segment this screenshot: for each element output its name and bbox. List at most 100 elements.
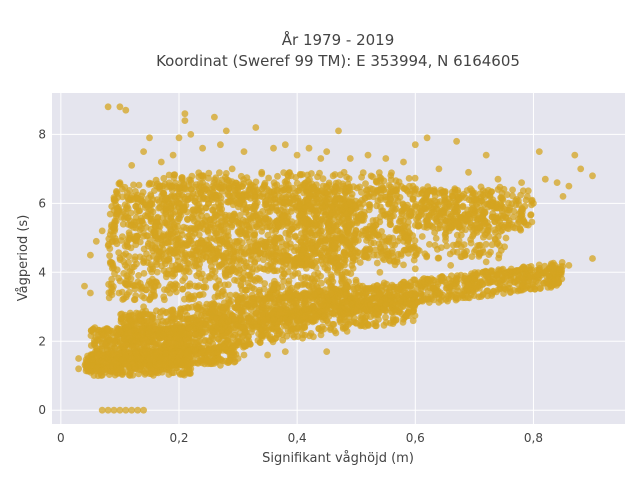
data-point [149, 242, 156, 249]
data-point [407, 191, 414, 198]
data-point [223, 233, 230, 240]
data-point [159, 318, 166, 325]
data-point [347, 245, 354, 252]
data-point [325, 297, 332, 304]
data-point [339, 229, 346, 236]
data-point [116, 290, 123, 297]
data-point [114, 266, 121, 273]
data-point [352, 237, 359, 244]
data-point [290, 196, 297, 203]
data-point [557, 263, 564, 270]
data-point [330, 255, 337, 262]
data-point [215, 249, 222, 256]
data-point [242, 287, 249, 294]
data-point [329, 230, 336, 237]
data-point [302, 219, 309, 226]
data-point [282, 252, 289, 259]
data-point [251, 259, 258, 266]
data-point [184, 266, 191, 273]
data-point [167, 314, 174, 321]
data-point [474, 203, 481, 210]
data-point [159, 201, 166, 208]
data-point [537, 285, 544, 292]
data-point [254, 243, 261, 250]
data-point [132, 282, 139, 289]
data-point [275, 223, 282, 230]
data-point [234, 298, 241, 305]
data-point [178, 309, 185, 316]
data-point [169, 307, 176, 314]
data-point [196, 265, 203, 272]
data-point [361, 195, 368, 202]
data-point [509, 187, 516, 194]
data-point [461, 241, 468, 248]
data-point [527, 286, 534, 293]
data-point [297, 198, 304, 205]
data-point [246, 238, 253, 245]
data-point [392, 195, 399, 202]
data-point [336, 218, 343, 225]
data-point [135, 204, 142, 211]
data-point [304, 291, 311, 298]
data-point [286, 278, 293, 285]
data-point [466, 295, 473, 302]
data-point [374, 260, 381, 267]
data-point [237, 226, 244, 233]
data-point [400, 200, 407, 207]
data-point [387, 258, 394, 265]
data-point [223, 250, 230, 257]
data-point [269, 244, 276, 251]
data-point [240, 217, 247, 224]
data-point [404, 240, 411, 247]
data-point [133, 214, 140, 221]
data-point [265, 219, 272, 226]
data-point [216, 237, 223, 244]
data-point [550, 269, 557, 276]
data-point [278, 238, 285, 245]
data-point [363, 253, 370, 260]
data-point [419, 233, 426, 240]
data-point [558, 276, 565, 283]
data-point [503, 235, 510, 242]
data-point [130, 224, 137, 231]
data-point [224, 243, 231, 250]
data-point [485, 251, 492, 258]
data-point [395, 288, 402, 295]
data-point [426, 241, 433, 248]
data-point [458, 253, 465, 260]
data-point [167, 203, 174, 210]
data-point [388, 169, 395, 176]
data-point [442, 237, 449, 244]
data-point [366, 201, 373, 208]
data-point [138, 286, 145, 293]
data-point [432, 193, 439, 200]
data-point [330, 310, 337, 317]
data-point [199, 179, 206, 186]
data-point [246, 226, 253, 233]
data-point [126, 289, 133, 296]
data-point [185, 316, 192, 323]
data-point [238, 281, 245, 288]
data-point [186, 176, 193, 183]
data-point [147, 266, 154, 273]
data-point [325, 222, 332, 229]
data-point [242, 250, 249, 257]
data-point [393, 188, 400, 195]
data-point [106, 245, 113, 252]
data-point [449, 189, 456, 196]
data-point [464, 286, 471, 293]
data-point [99, 340, 106, 347]
data-point [309, 262, 316, 269]
data-point [139, 293, 146, 300]
data-point [238, 307, 245, 314]
data-point [254, 224, 261, 231]
data-point [216, 224, 223, 231]
data-point [434, 225, 441, 232]
data-point [105, 281, 112, 288]
data-point [413, 250, 420, 257]
data-point [253, 203, 260, 210]
data-point [121, 335, 128, 342]
data-point [179, 371, 186, 378]
data-point [370, 252, 377, 259]
